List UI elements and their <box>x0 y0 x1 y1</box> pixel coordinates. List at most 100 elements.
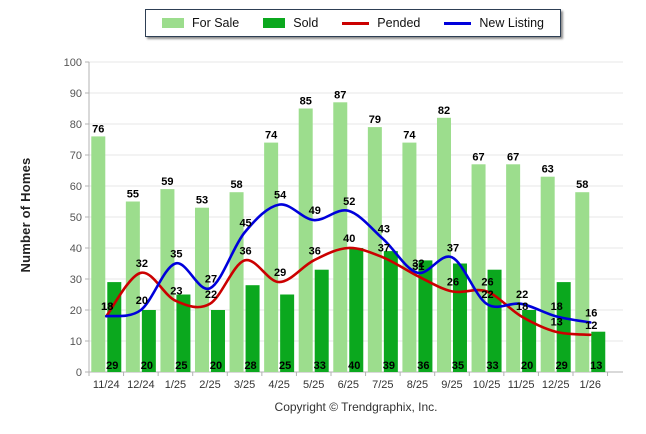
bar-sold <box>349 248 364 372</box>
x-tick-label: 9/25 <box>441 379 462 391</box>
x-tick-label: 5/25 <box>303 379 324 391</box>
line-label-pended: 18 <box>516 301 528 313</box>
bar-label-sold: 28 <box>244 360 256 372</box>
bar-label-sold: 20 <box>210 360 222 372</box>
y-tick-label: 20 <box>70 305 82 317</box>
legend-label-new-listing: New Listing <box>479 16 545 30</box>
bar-sold <box>591 331 606 372</box>
pended-line-swatch-icon <box>342 21 370 25</box>
bar-label-sold: 35 <box>452 360 464 372</box>
x-tick-label: 2/25 <box>199 379 220 391</box>
y-tick-label: 70 <box>70 150 82 162</box>
y-tick-label: 40 <box>70 243 82 255</box>
line-label-pended: 36 <box>309 245 321 257</box>
sold-swatch-icon <box>263 18 286 28</box>
bar-label-sold: 25 <box>175 360 187 372</box>
y-tick-label: 60 <box>70 181 82 193</box>
bar-label-for-sale: 58 <box>576 179 588 191</box>
new-listing-line-swatch-icon <box>444 21 472 25</box>
line-label-pended: 32 <box>136 258 148 270</box>
bar-for-sale <box>160 189 175 372</box>
bar-sold <box>210 310 225 372</box>
bar-label-for-sale: 74 <box>265 130 278 142</box>
line-label-pended: 26 <box>481 276 493 288</box>
legend-item-sold: Sold <box>263 10 318 36</box>
line-label-new-listing: 27 <box>205 273 217 285</box>
x-tick-label: 6/25 <box>338 379 359 391</box>
line-label-pended: 36 <box>239 245 251 257</box>
line-label-new-listing: 22 <box>516 289 528 301</box>
legend-item-for-sale: For Sale <box>162 10 239 36</box>
line-label-pended: 31 <box>412 261 424 273</box>
bar-sold <box>383 251 398 372</box>
bar-label-for-sale: 79 <box>369 114 381 126</box>
bar-label-for-sale: 87 <box>334 89 346 101</box>
bar-for-sale <box>402 142 417 372</box>
bar-label-sold: 39 <box>383 360 395 372</box>
line-label-pended: 12 <box>585 320 597 332</box>
bar-label-sold: 29 <box>106 360 118 372</box>
y-tick-label: 30 <box>70 274 82 286</box>
legend-label-for-sale: For Sale <box>192 16 240 30</box>
legend-label-sold: Sold <box>293 16 319 30</box>
x-tick-label: 10/25 <box>473 379 501 391</box>
bar-label-for-sale: 53 <box>196 195 208 207</box>
line-label-pended: 37 <box>378 242 390 254</box>
bar-label-for-sale: 67 <box>507 151 519 163</box>
x-tick-label: 1/26 <box>580 379 601 391</box>
line-label-new-listing: 49 <box>309 205 321 217</box>
bar-sold <box>107 282 122 372</box>
bar-label-for-sale: 55 <box>127 189 139 201</box>
line-label-pended: 26 <box>447 276 459 288</box>
legend-item-new-listing: New Listing <box>444 10 544 36</box>
line-label-pended: 18 <box>101 301 113 313</box>
line-label-pended: 22 <box>205 289 217 301</box>
line-label-new-listing: 52 <box>343 196 355 208</box>
bar-label-sold: 36 <box>417 360 429 372</box>
bar-for-sale <box>436 117 451 372</box>
copyright-text: Copyright © Trendgraphix, Inc. <box>274 400 438 414</box>
bar-for-sale <box>540 176 555 372</box>
line-label-pended: 29 <box>274 267 286 279</box>
bar-for-sale <box>298 108 313 372</box>
bar-label-for-sale: 85 <box>300 96 312 108</box>
pended-line <box>104 246 592 337</box>
bar-label-sold: 40 <box>348 360 360 372</box>
line-label-new-listing: 18 <box>551 301 563 313</box>
bar-label-for-sale: 76 <box>92 123 104 135</box>
bar-label-for-sale: 82 <box>438 105 450 117</box>
bar-label-sold: 13 <box>590 360 602 372</box>
y-tick-label: 10 <box>70 336 82 348</box>
bar-label-sold: 33 <box>314 360 326 372</box>
bar-for-sale <box>471 164 486 372</box>
bar-label-sold: 20 <box>521 360 533 372</box>
bar-sold <box>522 310 537 372</box>
line-label-new-listing: 18 <box>101 301 113 313</box>
bar-label-for-sale: 59 <box>161 176 173 188</box>
line-label-new-listing: 20 <box>136 295 148 307</box>
y-tick-label: 50 <box>70 212 82 224</box>
line-label-new-listing: 45 <box>239 218 251 230</box>
y-tick-label: 100 <box>64 57 82 69</box>
x-tick-label: 7/25 <box>372 379 393 391</box>
line-label-new-listing: 37 <box>447 242 459 254</box>
bar-sold <box>141 310 156 372</box>
bar-for-sale <box>91 136 106 372</box>
line-label-new-listing: 22 <box>481 289 493 301</box>
bar-for-sale <box>125 201 140 372</box>
bar-sold <box>280 294 295 372</box>
line-label-pended: 23 <box>170 286 182 298</box>
line-label-new-listing: 35 <box>170 249 182 261</box>
x-tick-label: 12/24 <box>127 379 155 391</box>
bar-label-sold: 33 <box>486 360 498 372</box>
bar-for-sale <box>506 164 521 372</box>
bar-label-sold: 20 <box>141 360 153 372</box>
line-label-new-listing: 32 <box>412 258 424 270</box>
line-label-new-listing: 43 <box>378 224 390 236</box>
line-label-pended: 40 <box>343 233 355 245</box>
bar-label-for-sale: 63 <box>542 164 554 176</box>
x-tick-label: 1/25 <box>165 379 186 391</box>
y-tick-label: 90 <box>70 88 82 100</box>
bar-sold <box>418 260 433 372</box>
bar-sold <box>245 285 260 372</box>
